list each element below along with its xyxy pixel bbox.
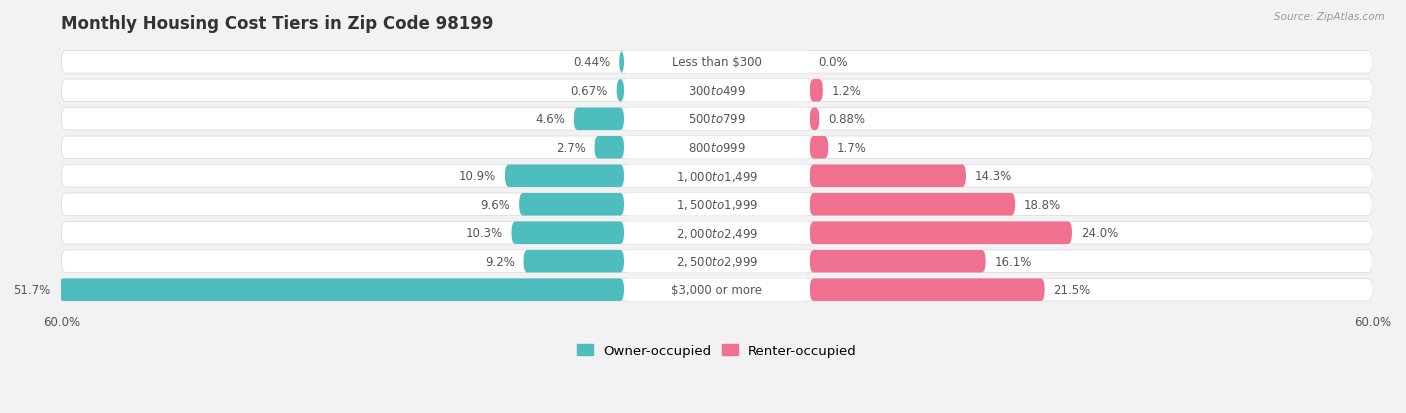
FancyBboxPatch shape [810, 165, 966, 188]
Text: $2,500 to $2,999: $2,500 to $2,999 [676, 254, 758, 268]
FancyBboxPatch shape [62, 194, 1372, 216]
FancyBboxPatch shape [810, 222, 1071, 244]
FancyBboxPatch shape [619, 52, 624, 74]
FancyBboxPatch shape [62, 222, 1372, 244]
FancyBboxPatch shape [810, 194, 1015, 216]
FancyBboxPatch shape [62, 250, 1372, 273]
FancyBboxPatch shape [505, 165, 624, 188]
FancyBboxPatch shape [810, 279, 1045, 301]
FancyBboxPatch shape [624, 279, 810, 301]
FancyBboxPatch shape [512, 222, 624, 244]
Text: Less than $300: Less than $300 [672, 56, 762, 69]
FancyBboxPatch shape [624, 137, 810, 159]
Text: $1,500 to $1,999: $1,500 to $1,999 [676, 198, 758, 212]
FancyBboxPatch shape [59, 279, 624, 301]
Text: 0.44%: 0.44% [574, 56, 610, 69]
FancyBboxPatch shape [62, 52, 1372, 74]
FancyBboxPatch shape [523, 250, 624, 273]
Text: 10.9%: 10.9% [458, 170, 496, 183]
FancyBboxPatch shape [624, 80, 810, 102]
FancyBboxPatch shape [595, 137, 624, 159]
Text: 21.5%: 21.5% [1053, 283, 1091, 297]
FancyBboxPatch shape [624, 222, 810, 244]
Text: 51.7%: 51.7% [13, 283, 51, 297]
Text: $3,000 or more: $3,000 or more [672, 283, 762, 297]
Text: 9.2%: 9.2% [485, 255, 515, 268]
Text: 0.0%: 0.0% [818, 56, 848, 69]
FancyBboxPatch shape [810, 80, 823, 102]
FancyBboxPatch shape [62, 279, 1372, 301]
Text: 1.7%: 1.7% [837, 141, 868, 154]
Text: $2,000 to $2,499: $2,000 to $2,499 [676, 226, 758, 240]
Text: $500 to $799: $500 to $799 [688, 113, 745, 126]
Text: 2.7%: 2.7% [555, 141, 586, 154]
Text: 10.3%: 10.3% [465, 227, 503, 240]
FancyBboxPatch shape [62, 137, 1372, 159]
Legend: Owner-occupied, Renter-occupied: Owner-occupied, Renter-occupied [571, 339, 862, 362]
FancyBboxPatch shape [624, 52, 810, 74]
Text: Source: ZipAtlas.com: Source: ZipAtlas.com [1274, 12, 1385, 22]
Text: 9.6%: 9.6% [481, 198, 510, 211]
FancyBboxPatch shape [810, 250, 986, 273]
FancyBboxPatch shape [810, 137, 828, 159]
FancyBboxPatch shape [624, 108, 810, 131]
Text: 4.6%: 4.6% [536, 113, 565, 126]
Text: $300 to $499: $300 to $499 [688, 85, 745, 97]
FancyBboxPatch shape [624, 250, 810, 273]
FancyBboxPatch shape [624, 165, 810, 188]
FancyBboxPatch shape [62, 108, 1372, 131]
Text: 0.67%: 0.67% [571, 85, 607, 97]
Text: Monthly Housing Cost Tiers in Zip Code 98199: Monthly Housing Cost Tiers in Zip Code 9… [62, 15, 494, 33]
FancyBboxPatch shape [617, 80, 624, 102]
Text: 18.8%: 18.8% [1024, 198, 1062, 211]
FancyBboxPatch shape [574, 108, 624, 131]
Text: $1,000 to $1,499: $1,000 to $1,499 [676, 169, 758, 183]
FancyBboxPatch shape [519, 194, 624, 216]
FancyBboxPatch shape [810, 108, 820, 131]
Text: 24.0%: 24.0% [1081, 227, 1118, 240]
Text: 0.88%: 0.88% [828, 113, 865, 126]
Text: 16.1%: 16.1% [994, 255, 1032, 268]
FancyBboxPatch shape [624, 194, 810, 216]
Text: 14.3%: 14.3% [974, 170, 1012, 183]
Text: 1.2%: 1.2% [831, 85, 862, 97]
FancyBboxPatch shape [62, 165, 1372, 188]
FancyBboxPatch shape [62, 80, 1372, 102]
Text: $800 to $999: $800 to $999 [688, 141, 745, 154]
